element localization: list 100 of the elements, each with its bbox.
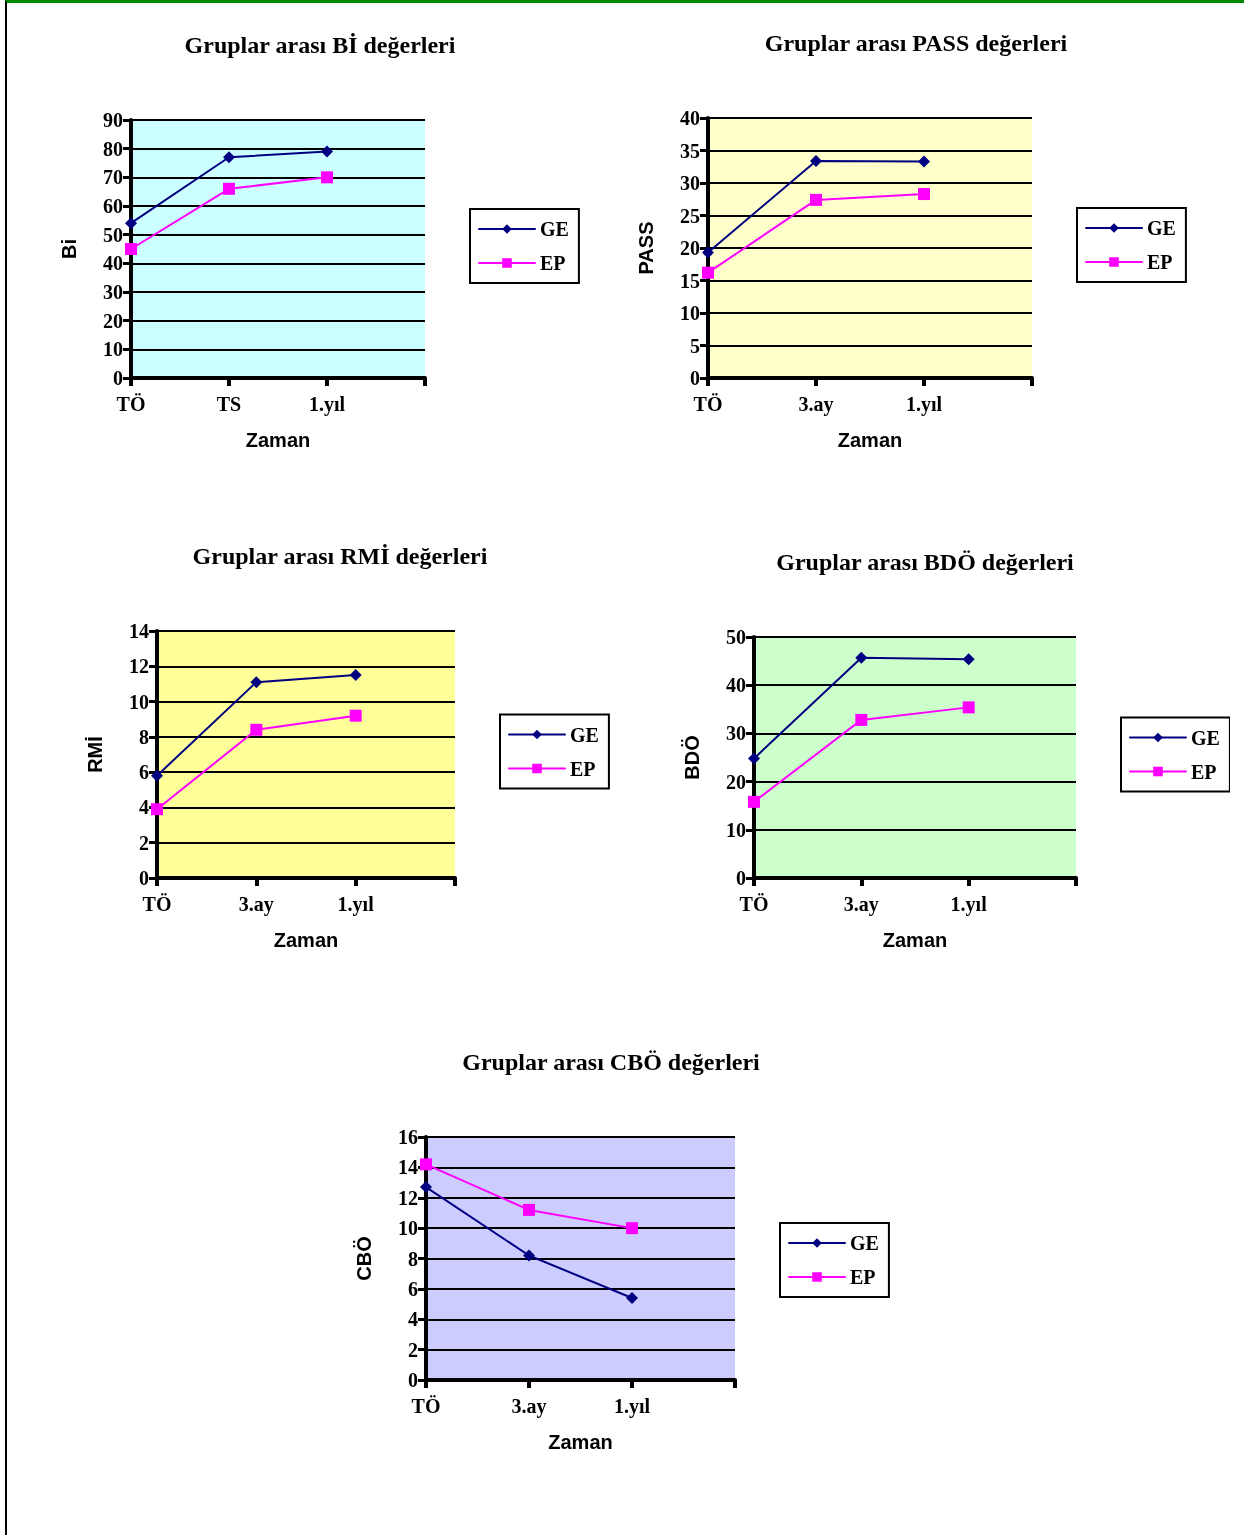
x-tick-label: 3.ay: [798, 393, 834, 416]
y-tick-label: 2: [139, 831, 149, 854]
point: [855, 713, 868, 726]
y-tick-label: 25: [680, 204, 700, 227]
y-tick-label: 10: [129, 690, 149, 713]
y-tick-label: 0: [139, 867, 149, 889]
legend-label: EP: [540, 252, 566, 274]
point: [855, 651, 868, 664]
y-tick-label: 10: [726, 818, 746, 841]
point: [748, 752, 760, 765]
point: [321, 171, 333, 184]
y-tick-label: 40: [680, 107, 700, 129]
y-tick-label: 30: [103, 281, 123, 303]
point: [223, 182, 235, 195]
y-tick-label: 4: [408, 1308, 418, 1331]
legend-label: EP: [850, 1266, 876, 1288]
point: [523, 1249, 535, 1262]
point: [962, 701, 975, 714]
point: [125, 217, 137, 230]
point: [250, 723, 263, 736]
y-tick-label: 5: [690, 334, 700, 357]
y-axis-title: CBÖ: [353, 1236, 375, 1281]
point: [523, 1203, 535, 1216]
x-tick-label: 3.ay: [843, 893, 879, 916]
y-tick-label: 50: [103, 223, 123, 246]
x-axis-title: Zaman: [882, 929, 948, 951]
point: [810, 154, 822, 167]
y-tick-label: 80: [103, 137, 123, 160]
y-tick-label: 40: [726, 674, 746, 697]
x-tick-label: TS: [216, 393, 242, 415]
point: [349, 669, 362, 682]
y-tick-label: 14: [129, 620, 149, 642]
y-tick-label: 2: [408, 1338, 418, 1361]
x-tick-label: 1.yıl: [308, 393, 346, 416]
x-tick-label: TÖ: [693, 393, 723, 415]
legend-label: EP: [1191, 760, 1217, 783]
point: [626, 1222, 638, 1235]
x-tick-label: 3.ay: [238, 893, 274, 916]
y-tick-label: 0: [408, 1369, 418, 1391]
y-tick-label: 40: [103, 252, 123, 275]
chart-title: Gruplar arası CBÖ değerleri: [462, 1049, 761, 1075]
point: [349, 709, 362, 722]
x-tick-label: 1.yıl: [905, 393, 943, 416]
y-tick-label: 12: [398, 1186, 418, 1209]
y-tick-label: 30: [726, 722, 746, 745]
point: [810, 193, 822, 206]
x-axis-title: Zaman: [548, 1431, 613, 1453]
y-tick-label: 60: [103, 195, 123, 217]
y-tick-label: 6: [139, 761, 149, 784]
legend-label: GE: [1191, 726, 1220, 749]
y-tick-label: 4: [139, 796, 149, 819]
x-tick-label: 1.yıl: [950, 893, 988, 916]
x-axis-title: Zaman: [245, 429, 311, 451]
y-tick-label: 20: [726, 770, 746, 793]
y-tick-label: 8: [139, 725, 149, 748]
x-tick-label: 3.ay: [511, 1395, 547, 1418]
y-axis-title: BDÖ: [681, 735, 703, 780]
legend-label: GE: [1147, 217, 1176, 239]
point: [125, 243, 137, 255]
x-tick-label: 1.yıl: [337, 893, 375, 916]
y-tick-label: 6: [408, 1277, 418, 1300]
point: [748, 795, 760, 808]
point: [918, 188, 930, 201]
point: [626, 1291, 638, 1304]
y-tick-label: 0: [690, 367, 700, 389]
chart-title: Gruplar arası RMİ değerleri: [192, 543, 488, 569]
y-tick-label: 35: [680, 139, 700, 162]
point: [918, 155, 930, 168]
legend-label: EP: [570, 757, 596, 780]
legend-label: GE: [570, 723, 599, 746]
y-axis-title: RMİ: [84, 736, 106, 773]
y-tick-label: 30: [680, 172, 700, 194]
y-tick-label: 0: [113, 367, 123, 389]
y-tick-label: 16: [398, 1126, 418, 1148]
y-tick-label: 20: [103, 309, 123, 332]
y-tick-label: 10: [103, 338, 123, 361]
x-tick-label: TÖ: [411, 1395, 441, 1417]
x-axis-title: Zaman: [837, 429, 903, 451]
point: [321, 145, 333, 158]
y-tick-label: 70: [103, 166, 123, 189]
x-axis-title: Zaman: [273, 929, 339, 951]
chart-title: Gruplar arası PASS değerleri: [764, 30, 1068, 56]
y-tick-label: 15: [680, 269, 700, 292]
x-tick-label: TÖ: [739, 893, 769, 915]
point: [962, 653, 975, 666]
y-tick-label: 12: [129, 655, 149, 678]
chart-title: Gruplar arası BDÖ değerleri: [776, 549, 1075, 575]
y-tick-label: 10: [680, 302, 700, 324]
x-tick-label: TÖ: [142, 893, 172, 915]
point: [223, 151, 235, 164]
chart-title: Gruplar arası Bİ değerleri: [184, 32, 456, 58]
y-tick-label: 20: [680, 237, 700, 259]
y-axis-title: PASS: [635, 221, 657, 275]
x-tick-label: 1.yıl: [613, 1395, 651, 1418]
point: [250, 676, 263, 689]
point: [420, 1181, 432, 1194]
y-tick-label: 90: [103, 109, 123, 131]
y-axis-title: Bi: [58, 239, 80, 259]
y-tick-label: 14: [398, 1156, 418, 1179]
y-tick-label: 50: [726, 626, 746, 648]
